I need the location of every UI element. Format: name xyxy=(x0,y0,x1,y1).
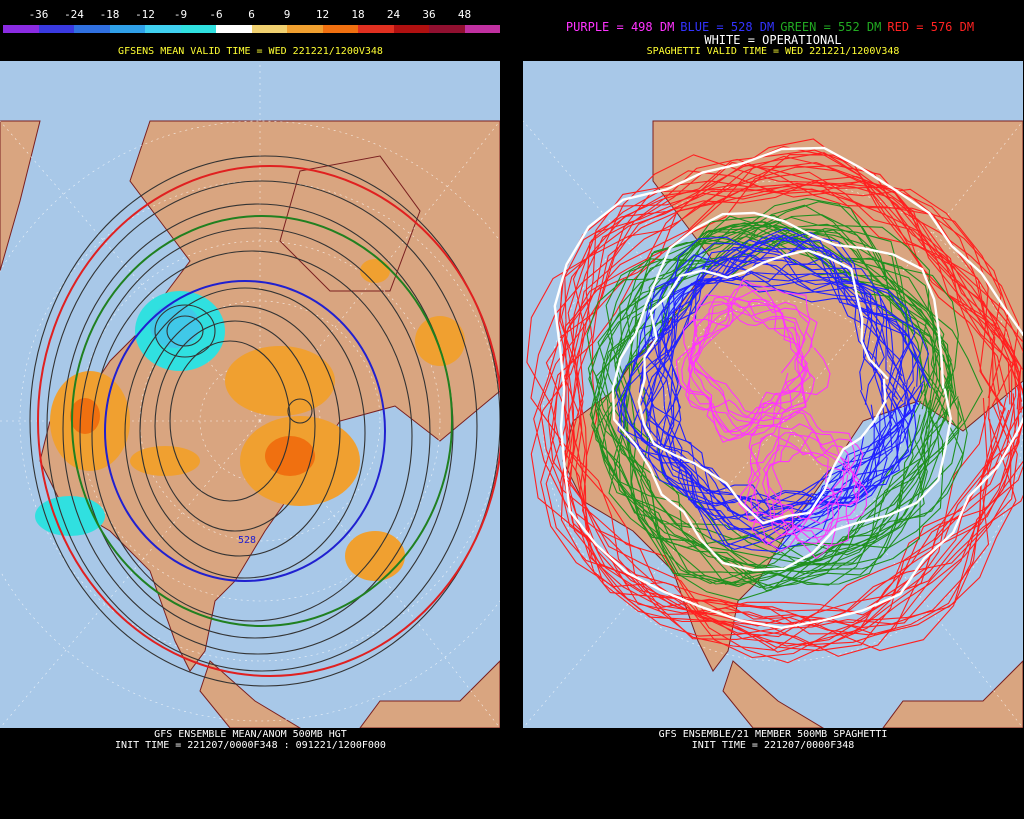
contour-528-label: 528 xyxy=(238,535,256,546)
right-footer-line1: GFS ENSEMBLE/21 MEMBER 500MB SPAGHETTI xyxy=(658,729,888,740)
right-footer-line2: INIT TIME = 221207/0000F348 xyxy=(691,740,855,751)
left-valid-time-title: GFSENS MEAN VALID TIME = WED 221221/1200… xyxy=(118,46,383,57)
colorbar-tick-label: -9 xyxy=(173,8,188,21)
colorbar-ticks: -36 -24 -18 -12 -9 -6 6 9 12 18 24 36 48 xyxy=(3,8,500,22)
green-member-contour xyxy=(634,214,984,565)
blue-member-contour xyxy=(617,275,885,550)
operational-552-contour xyxy=(611,211,953,572)
colorbar-tick-label: -18 xyxy=(99,8,120,21)
colorbar-swatch xyxy=(429,25,465,33)
operational-576-contour xyxy=(553,146,1023,630)
purple-member-contour xyxy=(681,294,806,433)
purple-member-contour xyxy=(685,289,805,422)
green-member-contour xyxy=(595,224,960,573)
colorbar-tick-label: -36 xyxy=(28,8,49,21)
white-operational-contours xyxy=(553,146,1023,630)
colorbar-swatch xyxy=(145,25,181,33)
red-member-contour xyxy=(545,165,1020,636)
purple-member-contour xyxy=(738,433,840,553)
purple-member-contour xyxy=(766,431,862,547)
height-contours xyxy=(29,155,500,687)
ensemble-mean-svg: 528 xyxy=(0,61,500,728)
colorbar-swatch xyxy=(38,25,74,33)
legend-entry: GREEN = 552 DM xyxy=(780,20,882,34)
red-576-contours xyxy=(526,138,1023,664)
spaghetti-svg xyxy=(523,120,1023,728)
colorbar-swatch xyxy=(393,25,429,33)
right-valid-time-title: SPAGHETTI VALID TIME = WED 221221/1200V3… xyxy=(646,46,900,57)
red-member-contour xyxy=(547,184,1017,659)
left-panel: -36 -24 -18 -12 -9 -6 6 9 12 18 24 36 48 GFSENS MEAN… xyxy=(0,0,501,819)
key-contours xyxy=(37,165,500,677)
red-member-contour xyxy=(539,185,1012,664)
red-member-contour xyxy=(568,155,1022,629)
blue-member-contour xyxy=(654,234,919,520)
colorbar-swatch xyxy=(358,25,394,33)
red-member-contour xyxy=(558,175,1015,652)
colorbar-tick-label: 36 xyxy=(422,8,436,21)
blue-member-contour xyxy=(656,278,919,550)
panel-divider xyxy=(501,0,522,819)
colorbar-tick-label: -24 xyxy=(64,8,84,21)
colorbar-swatch xyxy=(180,25,216,33)
colorbar-swatch xyxy=(287,25,323,33)
blue-member-contour xyxy=(640,254,913,545)
purple-member-contour xyxy=(695,279,831,415)
ensemble-mean-map: 528 xyxy=(0,61,500,728)
green-member-contour xyxy=(588,240,951,588)
left-footer-line2: INIT TIME = 221207/0000F348 : 091221/120… xyxy=(115,740,386,751)
operational-legend: WHITE = OPERATIONAL xyxy=(704,33,842,47)
legend-entry: PURPLE = 498 DM xyxy=(565,20,675,34)
legend-entry: BLUE = 528 DM xyxy=(680,20,775,34)
red-member-contour xyxy=(567,180,1023,648)
blue-member-contour xyxy=(615,248,880,521)
left-footer-line1: GFS ENSEMBLE MEAN/ANOM 500MB HGT xyxy=(154,729,347,740)
colorbar-swatch xyxy=(3,25,39,33)
purple-member-contour xyxy=(771,444,869,560)
colorbar-tick-label: 48 xyxy=(457,8,472,21)
colorbar-tick-label: 24 xyxy=(386,8,401,21)
purple-member-contour xyxy=(687,302,807,443)
colorbar-tick-label: 6 xyxy=(248,8,255,21)
purple-member-contour xyxy=(675,309,800,441)
purple-member-contour xyxy=(689,284,816,419)
anomaly-colorbar: -36 -24 -18 -12 -9 -6 6 9 12 18 24 36 48 xyxy=(3,8,500,33)
spaghetti-map xyxy=(523,61,1023,728)
red-member-contour xyxy=(566,180,1023,647)
colorbar-swatches xyxy=(3,25,500,33)
colorbar-swatch xyxy=(216,25,252,33)
red-member-contour xyxy=(559,182,1023,653)
operational-528-contour xyxy=(637,249,889,525)
colorbar-swatch xyxy=(74,25,110,33)
red-member-contour xyxy=(583,182,1023,657)
colorbar-tick-label: 9 xyxy=(283,8,291,21)
red-member-contour xyxy=(530,158,1009,640)
legend-entry: RED = 576 DM xyxy=(887,20,975,34)
green-member-contour xyxy=(613,201,952,566)
right-panel: PURPLE = 498 DM BLUE = 528 DM GREEN = 552 … xyxy=(522,0,1024,819)
colorbar-swatch xyxy=(109,25,145,33)
purple-498-contours xyxy=(675,279,869,560)
colorbar-tick-label: 12 xyxy=(315,8,330,21)
red-member-contour xyxy=(561,165,1023,652)
colorbar-tick-label: -6 xyxy=(209,8,223,21)
green-member-contour xyxy=(595,228,938,601)
purple-member-contour xyxy=(683,298,806,436)
spaghetti-color-legend: PURPLE = 498 DM BLUE = 528 DM GREEN = 552 … xyxy=(522,21,1024,34)
colorbar-swatch xyxy=(464,25,500,33)
red-member-contour xyxy=(564,154,1021,636)
red-member-contour xyxy=(540,138,1008,635)
purple-member-contour xyxy=(762,433,864,545)
colorbar-tick-label: 18 xyxy=(351,8,365,21)
red-member-contour xyxy=(530,170,1018,651)
anomaly-shading xyxy=(35,259,465,581)
red-member-contour xyxy=(533,161,996,637)
colorbar-swatch xyxy=(251,25,287,33)
blue-member-contour xyxy=(623,232,887,531)
green-member-contour xyxy=(597,229,953,585)
colorbar-swatch xyxy=(322,25,358,33)
colorbar-tick-label: -12 xyxy=(135,8,155,21)
